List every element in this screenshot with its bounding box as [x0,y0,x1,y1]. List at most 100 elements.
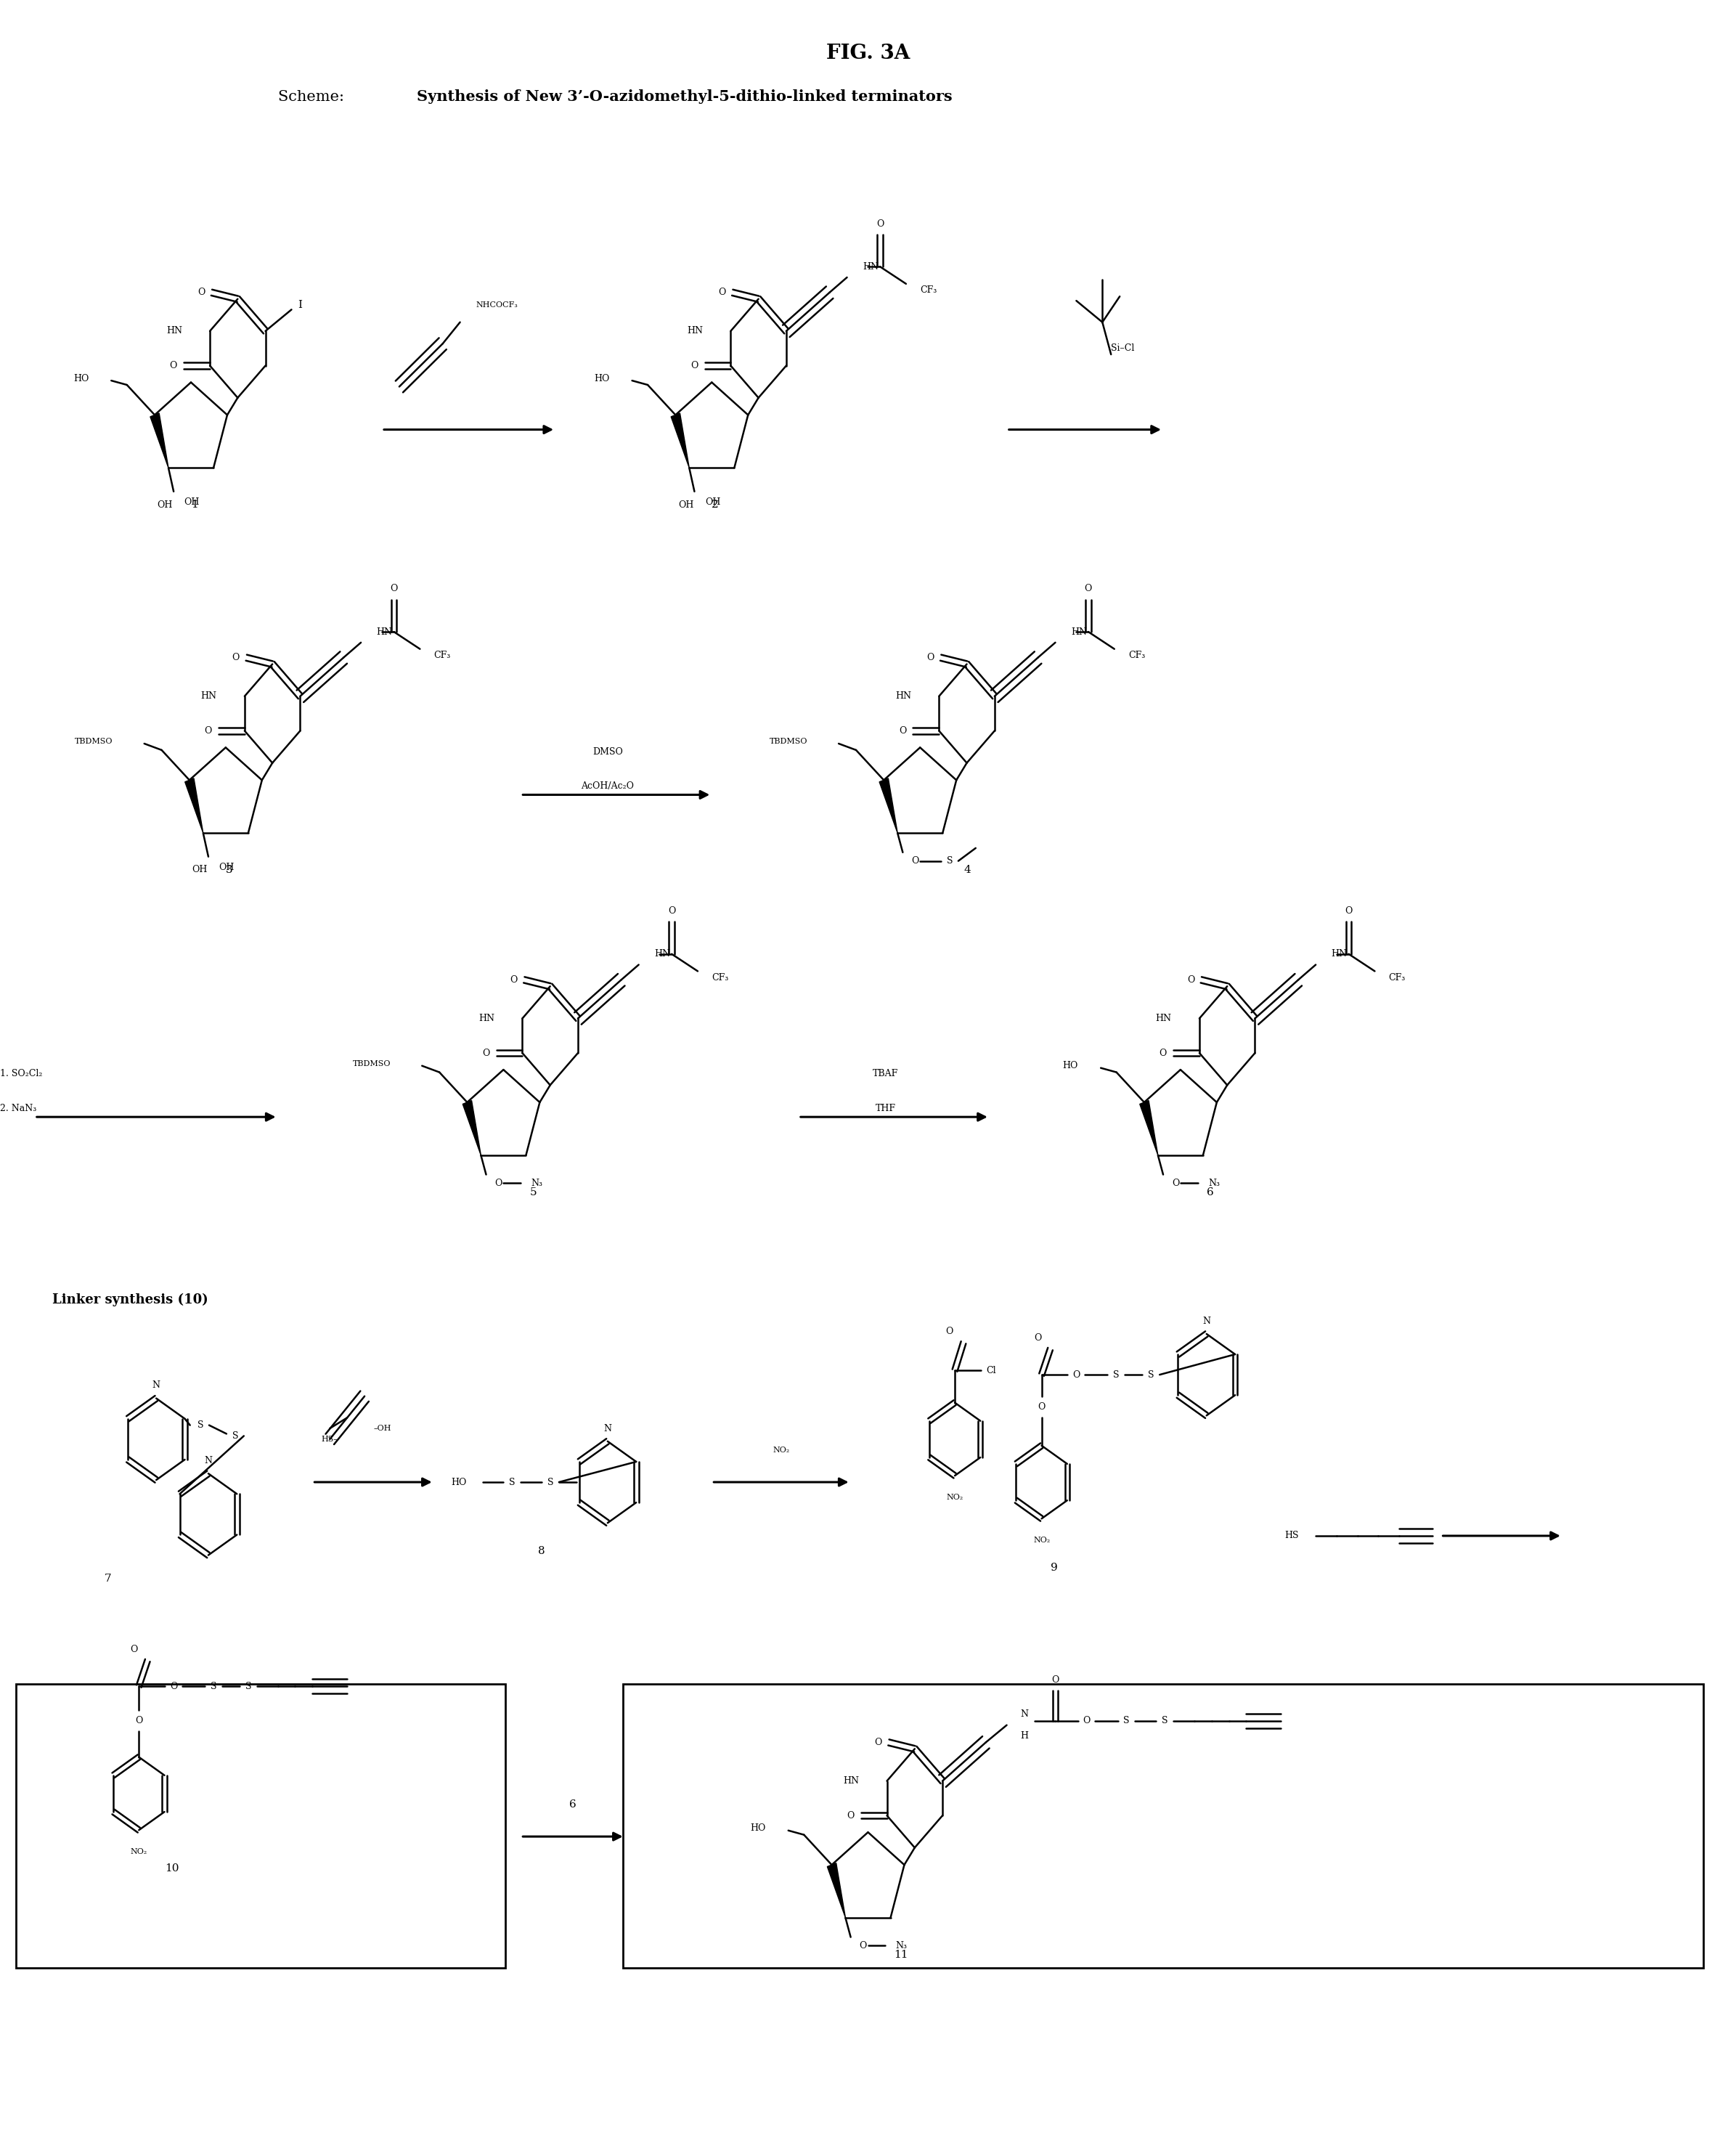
Text: Scheme:: Scheme: [278,90,349,103]
Text: FIG. 3A: FIG. 3A [826,43,910,64]
Text: Linker synthesis (10): Linker synthesis (10) [52,1293,208,1306]
Text: N₃: N₃ [896,1942,908,1950]
Polygon shape [464,1100,481,1156]
Text: HN: HN [654,949,670,958]
Text: 2: 2 [712,500,719,509]
Text: HS–: HS– [321,1435,339,1443]
Text: 10: 10 [165,1864,179,1873]
Text: O: O [911,857,918,866]
Text: HO: HO [1062,1061,1078,1070]
Text: 6: 6 [569,1800,576,1809]
Text: HN: HN [201,692,217,700]
Text: HO: HO [451,1478,467,1486]
Text: OH: OH [219,863,234,872]
Text: S: S [245,1682,252,1690]
Text: O: O [510,975,517,984]
Text: 6: 6 [1207,1188,1213,1196]
Text: O: O [1038,1403,1045,1411]
Text: S: S [233,1431,238,1441]
Text: 1. SO₂Cl₂: 1. SO₂Cl₂ [0,1070,42,1078]
Text: 11: 11 [894,1950,908,1959]
Text: N₃: N₃ [1208,1179,1220,1188]
Text: Synthesis of New 3’-O-azidomethyl-5-dithio-linked terminators: Synthesis of New 3’-O-azidomethyl-5-dith… [417,90,953,103]
Text: S: S [1113,1370,1120,1379]
Text: 5: 5 [529,1188,536,1196]
Text: O: O [877,219,884,228]
Text: S: S [509,1478,516,1486]
Text: Cl: Cl [986,1366,996,1375]
Text: S: S [946,857,953,866]
Text: HN: HN [1156,1014,1172,1022]
Text: N: N [205,1456,212,1465]
Text: NO₂: NO₂ [130,1847,148,1856]
Text: 4: 4 [963,866,970,874]
Polygon shape [672,412,689,468]
Text: TBAF: TBAF [873,1070,898,1078]
Text: O: O [1160,1048,1167,1057]
Text: THF: THF [875,1104,896,1113]
Text: HN: HN [687,326,703,335]
Text: 1: 1 [191,500,198,509]
Text: O: O [1187,975,1194,984]
Text: O: O [233,653,240,662]
Text: HS: HS [1285,1532,1299,1540]
Text: O: O [668,906,675,915]
Text: O: O [1345,906,1352,915]
Text: AcOH/Ac₂O: AcOH/Ac₂O [582,782,634,790]
Text: O: O [847,1811,854,1819]
Text: NHCOCF₃: NHCOCF₃ [476,301,517,309]
Text: CF₃: CF₃ [920,286,937,294]
Text: O: O [691,361,698,369]
Text: N: N [153,1381,160,1390]
Text: N: N [1021,1710,1029,1718]
Text: OH: OH [193,866,207,874]
Text: HN: HN [1071,627,1087,636]
Text: HN: HN [377,627,392,636]
Text: OH: OH [705,498,720,507]
Polygon shape [186,778,203,833]
Text: S: S [1161,1716,1168,1725]
Text: O: O [495,1179,502,1188]
Text: HO: HO [73,374,89,382]
Text: OH: OH [158,500,172,509]
Text: O: O [899,726,906,735]
Text: O: O [198,288,205,296]
Text: HN: HN [896,692,911,700]
Text: 7: 7 [104,1574,111,1583]
Text: S: S [1123,1716,1130,1725]
Text: HN: HN [167,326,182,335]
Text: O: O [1073,1370,1080,1379]
Text: –OH: –OH [373,1424,391,1433]
Polygon shape [880,778,898,833]
Text: I: I [299,301,302,309]
Text: CF₃: CF₃ [434,651,451,659]
Text: CF₃: CF₃ [1128,651,1146,659]
Text: HO: HO [750,1824,766,1832]
Text: HN: HN [479,1014,495,1022]
Text: O: O [1083,1716,1090,1725]
Text: HO: HO [594,374,609,382]
Text: Si–Cl: Si–Cl [1111,344,1135,352]
Text: O: O [927,653,934,662]
Text: O: O [170,361,177,369]
Text: OH: OH [679,500,693,509]
Polygon shape [828,1862,845,1918]
Text: O: O [719,288,726,296]
Text: OH: OH [184,498,200,507]
Text: S: S [1147,1370,1154,1379]
Text: N: N [604,1424,611,1433]
Text: O: O [170,1682,177,1690]
Text: TBDMSO: TBDMSO [75,737,113,745]
Text: HN: HN [863,262,878,271]
Text: HN: HN [844,1776,859,1785]
FancyBboxPatch shape [16,1684,505,1968]
Text: O: O [391,584,398,593]
Text: O: O [1052,1675,1059,1684]
Text: NO₂: NO₂ [773,1446,790,1454]
Text: HN: HN [1332,949,1347,958]
Text: O: O [875,1738,882,1746]
Text: O: O [483,1048,490,1057]
Text: CF₃: CF₃ [1389,973,1406,982]
Text: S: S [547,1478,554,1486]
Text: S: S [210,1682,217,1690]
